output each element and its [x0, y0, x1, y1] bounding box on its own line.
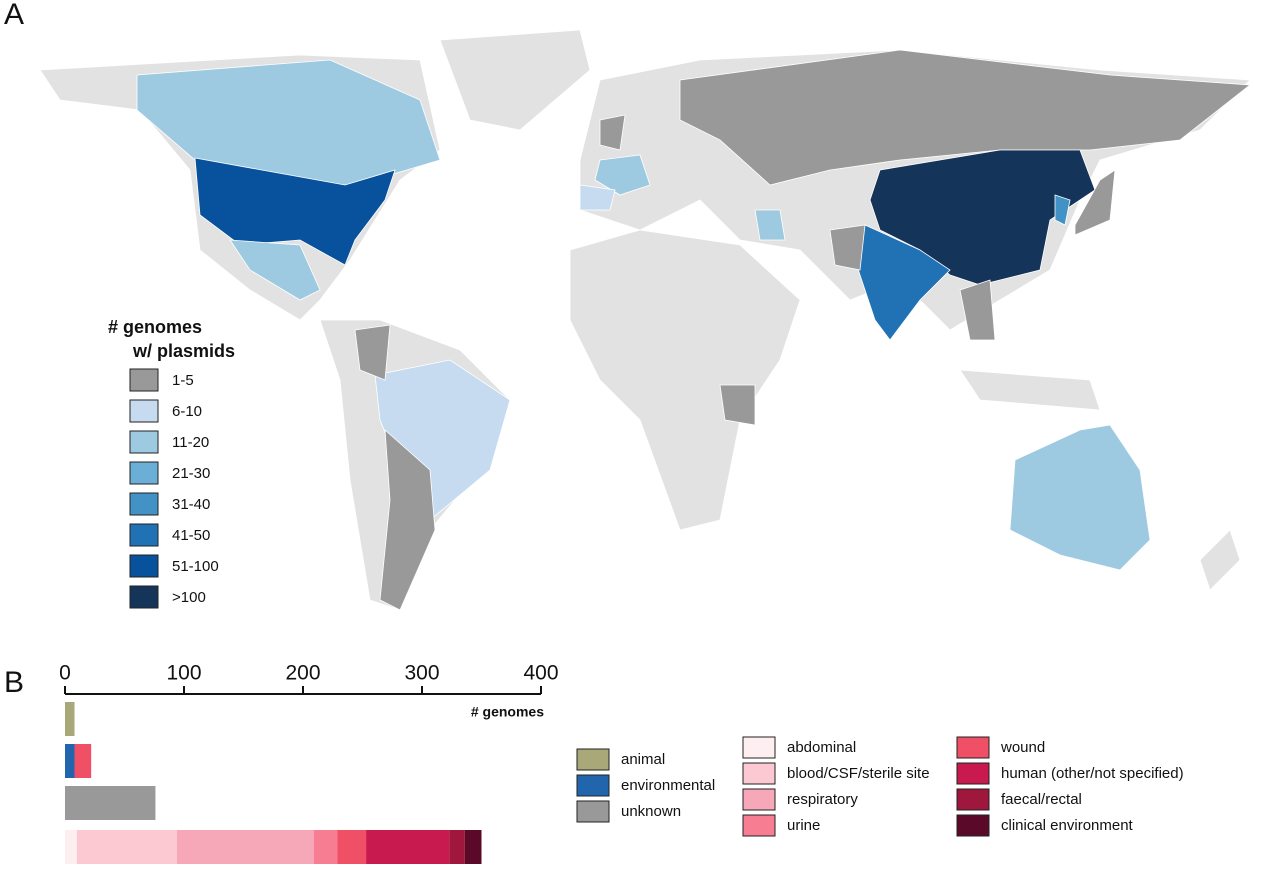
x-tick-label: 200: [285, 662, 320, 685]
country: [569, 229, 801, 531]
bar-segment: [313, 830, 338, 864]
bar-segment: [464, 830, 482, 864]
legend-swatch: [129, 399, 159, 423]
legend-swatch: [576, 748, 610, 771]
legend-swatch: [956, 814, 990, 837]
legend-label: respiratory: [787, 791, 858, 808]
legend-swatch: [129, 585, 159, 609]
panel-label: A: [4, 0, 24, 31]
bar-segment: [65, 744, 75, 778]
legend-label: abdominal: [787, 739, 856, 756]
legend-label: environmental: [621, 777, 715, 794]
country: [754, 209, 786, 241]
country: [229, 239, 321, 301]
legend-swatch: [129, 554, 159, 578]
country: [439, 29, 591, 131]
country: [719, 384, 756, 426]
legend-label: blood/CSF/sterile site: [787, 765, 930, 782]
legend-swatch: [956, 788, 990, 811]
legend-swatch: [129, 492, 159, 516]
bar-segment: [176, 830, 314, 864]
country: [599, 114, 626, 151]
legend-label: 31-40: [172, 496, 210, 513]
legend-swatch: [129, 523, 159, 547]
country: [869, 149, 1096, 286]
country: [194, 157, 396, 266]
legend-swatch: [742, 762, 776, 785]
x-tick-label: 100: [166, 662, 201, 685]
bar-segment: [74, 744, 92, 778]
legend-label: >100: [172, 589, 206, 606]
bar-segment: [76, 830, 177, 864]
country: [1074, 169, 1116, 236]
legend-label: clinical environment: [1001, 817, 1134, 834]
legend-label: 51-100: [172, 558, 219, 575]
country: [379, 429, 436, 611]
bar-segment: [449, 830, 465, 864]
legend-swatch: [742, 788, 776, 811]
legend-label: wound: [1000, 739, 1045, 756]
legend-title: # genomes: [108, 317, 202, 337]
country: [1199, 529, 1241, 591]
legend-label: urine: [787, 817, 820, 834]
legend-label: unknown: [621, 803, 681, 820]
country: [354, 324, 391, 381]
bar-segment: [65, 702, 75, 736]
legend-label: human (other/not specified): [1001, 765, 1184, 782]
bar-segment: [65, 830, 77, 864]
country: [579, 184, 616, 211]
country: [594, 154, 651, 196]
legend-swatch: [129, 461, 159, 485]
bar-segment: [65, 786, 156, 820]
legend-swatch: [742, 814, 776, 837]
world-map: [39, 29, 1252, 611]
country: [1054, 194, 1071, 226]
x-tick-label: 300: [404, 662, 439, 685]
legend-label: 6-10: [172, 403, 202, 420]
legend-label: 1-5: [172, 372, 194, 389]
legend-swatch: [129, 368, 159, 392]
legend-label: 41-50: [172, 527, 210, 544]
legend-label: animal: [621, 751, 665, 768]
legend-swatch: [576, 800, 610, 823]
panel-label: B: [4, 666, 24, 699]
country: [959, 279, 996, 341]
legend-label: faecal/rectal: [1001, 791, 1082, 808]
legend-swatch: [956, 736, 990, 759]
bar-segment: [366, 830, 450, 864]
legend-swatch: [956, 762, 990, 785]
x-axis-label: # genomes: [471, 704, 544, 720]
legend-label: 21-30: [172, 465, 210, 482]
legend-swatch: [742, 736, 776, 759]
legend-title: w/ plasmids: [132, 341, 235, 361]
legend-label: 11-20: [172, 434, 209, 451]
x-tick-label: 400: [523, 662, 558, 685]
country: [1009, 424, 1151, 571]
legend-swatch: [576, 774, 610, 797]
country: [959, 369, 1101, 411]
x-tick-label: 0: [59, 662, 71, 685]
country: [829, 224, 866, 271]
legend-swatch: [129, 430, 159, 454]
bar-segment: [337, 830, 367, 864]
